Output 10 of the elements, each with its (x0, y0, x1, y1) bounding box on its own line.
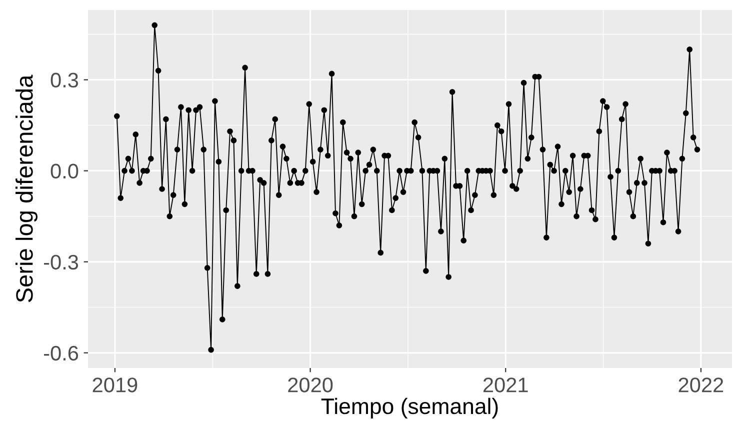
x-tick-label: 2022 (678, 378, 724, 392)
y-axis-title: Serie log diferenciada (16, 74, 38, 302)
x-tick-label: 2020 (288, 378, 333, 392)
x-tick-label: 2021 (483, 378, 528, 392)
y-tick-label: 0.3 (50, 72, 78, 88)
y-tick-label: -0.3 (44, 254, 78, 270)
y-tick-label: -0.6 (44, 346, 78, 361)
x-axis-title: Tiempo (semanal) (321, 398, 498, 419)
y-tick-label: 0.0 (50, 164, 78, 179)
x-tick-label: 2019 (92, 378, 138, 392)
